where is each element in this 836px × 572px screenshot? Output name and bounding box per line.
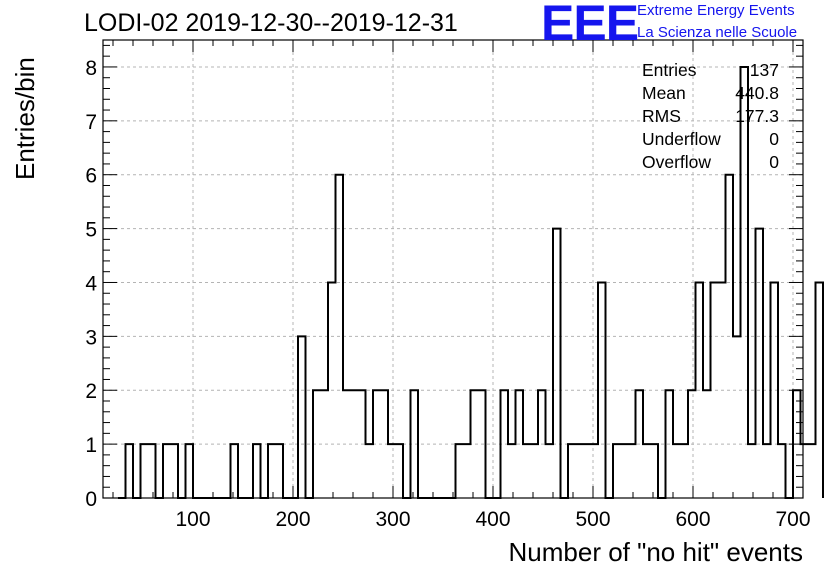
x-tick-label: 400 — [475, 508, 510, 531]
histogram-bin — [171, 444, 179, 498]
y-axis-label: Entries/bin — [10, 57, 40, 180]
histogram-bin — [366, 444, 374, 498]
stat-row-overflow: Overflow 0 — [642, 152, 779, 175]
histogram-bin — [523, 444, 531, 498]
chart-title: LODI-02 2019-12-30--2019-12-31 — [84, 9, 458, 37]
stats-box: Entries 137 Mean 440.8 RMS 177.3 Underfl… — [642, 60, 779, 175]
histogram-bin — [268, 444, 276, 498]
histogram-bin — [456, 444, 464, 498]
histogram-bin — [186, 444, 194, 498]
y-tick-label: 6 — [85, 165, 97, 188]
y-tick-label: 3 — [85, 326, 97, 349]
histogram-bin — [141, 444, 149, 498]
histogram-bin — [651, 444, 659, 498]
stat-row-entries: Entries 137 — [642, 60, 779, 83]
histogram-bin — [643, 444, 651, 498]
stat-row-rms: RMS 177.3 — [642, 106, 779, 129]
logo-line-1: Extreme Energy Events — [637, 2, 795, 19]
stat-value: 177.3 — [735, 106, 779, 126]
stat-label: RMS — [642, 106, 681, 126]
stat-row-mean: Mean 440.8 — [642, 83, 779, 106]
histogram-bin — [568, 444, 576, 498]
histogram-bin — [763, 444, 771, 498]
histogram-bin — [756, 229, 764, 498]
x-tick-label: 300 — [375, 508, 410, 531]
histogram-bin — [801, 444, 809, 498]
y-axis-ticks: 0 1 2 3 4 5 6 7 8 — [85, 44, 803, 511]
y-tick-label: 4 — [85, 272, 97, 295]
stat-label: Entries — [642, 60, 697, 80]
histogram-bin — [553, 229, 561, 498]
histogram-bin — [231, 444, 239, 498]
histogram-bin — [148, 444, 156, 498]
grid-lines — [103, 40, 803, 498]
histogram-bin — [591, 444, 599, 498]
histogram-bin — [546, 444, 554, 498]
y-tick-label: 1 — [85, 434, 97, 457]
stat-label: Mean — [642, 83, 686, 103]
histogram-bin — [621, 444, 629, 498]
histogram-bin — [583, 444, 591, 498]
stat-label: Overflow — [642, 152, 712, 172]
x-axis-ticks: 100 200 300 400 500 600 700 — [112, 40, 811, 531]
histogram-bin — [276, 444, 284, 498]
stat-value: 440.8 — [735, 83, 779, 103]
histogram-bin — [808, 444, 816, 498]
histogram-bin — [463, 444, 471, 498]
stat-value: 137 — [749, 60, 779, 80]
x-tick-label: 600 — [675, 508, 710, 531]
histogram-bin — [673, 444, 681, 498]
stat-value: 0 — [769, 129, 779, 149]
stat-row-underflow: Underflow 0 — [642, 129, 779, 152]
histogram-bin — [733, 336, 741, 498]
histogram-bin — [396, 444, 404, 498]
histogram-bin — [388, 444, 396, 498]
x-axis-label: Number of "no hit" events — [508, 537, 804, 567]
stat-value: 0 — [769, 152, 779, 172]
histogram-bin — [298, 336, 306, 498]
histogram-bin — [163, 444, 171, 498]
histogram-bin — [628, 444, 636, 498]
x-tick-label: 500 — [575, 508, 610, 531]
histogram-bin — [508, 444, 516, 498]
y-tick-label: 2 — [85, 380, 97, 403]
x-tick-label: 700 — [775, 508, 810, 531]
histogram-bin — [126, 444, 134, 498]
x-tick-label: 100 — [175, 508, 210, 531]
y-tick-label: 7 — [85, 111, 97, 134]
y-tick-label: 8 — [85, 57, 97, 80]
histogram-bin — [748, 444, 756, 498]
histogram-bin — [576, 444, 584, 498]
eee-logo: EEE — [541, 0, 639, 51]
histogram-bin — [531, 444, 539, 498]
histogram-bin — [816, 282, 824, 498]
histogram-bin — [253, 444, 261, 498]
histogram-bin — [613, 444, 621, 498]
y-tick-label: 0 — [85, 488, 97, 511]
histogram-bin — [681, 444, 689, 498]
stat-label: Underflow — [642, 129, 721, 149]
histogram-bin — [778, 444, 786, 498]
y-tick-label: 5 — [85, 219, 97, 242]
x-tick-label: 200 — [275, 508, 310, 531]
logo-line-2: La Scienza nelle Scuole — [637, 24, 798, 41]
